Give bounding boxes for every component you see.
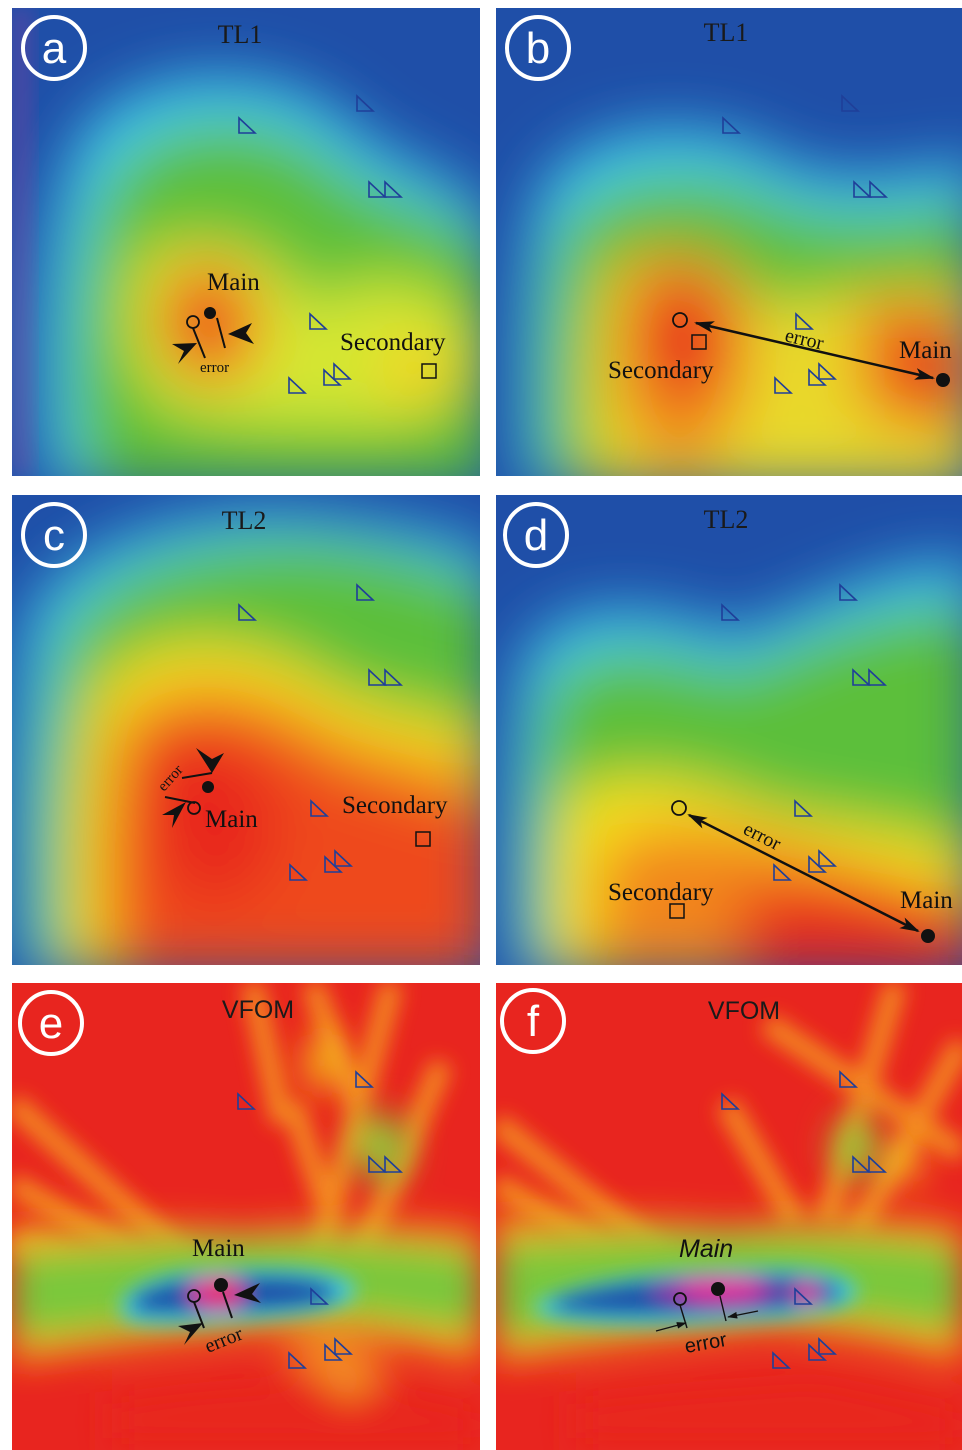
arrow-left-f xyxy=(655,1322,687,1332)
heatmap-a xyxy=(12,8,480,476)
stations-f xyxy=(721,1070,888,1369)
panel-f: f VFOM Main error xyxy=(496,983,962,1450)
heatmap-f xyxy=(496,983,962,1450)
main-event-d xyxy=(921,929,935,943)
panel-d: d TL2 Secondary Main error xyxy=(496,495,962,965)
panel-a: a TL1 Main Secondary error xyxy=(12,8,480,476)
heatmap-c xyxy=(12,495,480,965)
stations-c xyxy=(238,583,404,881)
arrow-bottom-c xyxy=(162,802,186,828)
secondary-label-a: Secondary xyxy=(340,329,446,356)
secondary-label-b: Secondary xyxy=(608,357,714,384)
badge-b: b xyxy=(505,15,571,81)
panel-letter-c: c xyxy=(43,511,65,560)
arrow-right-f xyxy=(727,1310,759,1319)
main-event-a xyxy=(204,307,216,319)
error-label-a: error xyxy=(200,360,229,376)
main-event-e xyxy=(214,1278,228,1292)
panel-title-a: TL1 xyxy=(218,20,263,49)
panel-title-b: TL1 xyxy=(704,18,749,47)
secondary-marker-a xyxy=(421,363,437,379)
main-event-f xyxy=(711,1282,725,1296)
heatmap-e xyxy=(12,983,480,1450)
main-event-c xyxy=(202,781,214,793)
panel-e: e VFOM Main error xyxy=(12,983,480,1450)
badge-a: a xyxy=(21,15,87,81)
secondary-label-c: Secondary xyxy=(342,792,448,819)
panel-letter-b: b xyxy=(526,24,550,73)
arrow-left-a xyxy=(172,343,197,364)
main-label-e: Main xyxy=(192,1235,245,1262)
main-label-d: Main xyxy=(900,887,953,914)
error-arrow-d xyxy=(687,813,920,933)
main-event-b xyxy=(936,373,950,387)
arrow-top-c xyxy=(196,748,224,773)
located-event-d xyxy=(671,800,687,816)
secondary-label-d: Secondary xyxy=(608,879,714,906)
stations-e xyxy=(237,1070,404,1369)
panel-title-e: VFOM xyxy=(222,996,294,1024)
panel-title-c: TL2 xyxy=(222,506,267,535)
badge-e: e xyxy=(18,990,84,1056)
panel-letter-f: f xyxy=(527,997,540,1046)
arrow-right-e xyxy=(234,1283,261,1303)
main-label-f: Main xyxy=(679,1235,733,1263)
heatmap-b xyxy=(496,8,962,476)
panel-c: c TL2 Secondary Main error xyxy=(12,495,480,965)
secondary-marker-d xyxy=(669,903,685,919)
error-arrow-b xyxy=(694,321,935,380)
badge-f: f xyxy=(500,988,566,1054)
panel-title-d: TL2 xyxy=(704,505,749,534)
badge-d: d xyxy=(503,502,569,568)
panel-title-f: VFOM xyxy=(708,997,780,1025)
panel-b: b TL1 Secondary Main error xyxy=(496,8,962,476)
badge-c: c xyxy=(21,502,87,568)
panel-letter-a: a xyxy=(42,24,67,73)
panel-letter-d: d xyxy=(524,511,548,560)
secondary-marker-c xyxy=(415,831,431,847)
located-event-b xyxy=(672,312,688,328)
arrow-right-a xyxy=(228,323,254,344)
main-label-c: Main xyxy=(205,806,258,833)
main-label-b: Main xyxy=(899,337,952,364)
main-label-a: Main xyxy=(207,269,260,296)
heatmap-d xyxy=(496,495,962,965)
arrow-left-e xyxy=(178,1323,203,1345)
stations-a xyxy=(238,94,404,394)
panel-letter-e: e xyxy=(39,999,63,1048)
